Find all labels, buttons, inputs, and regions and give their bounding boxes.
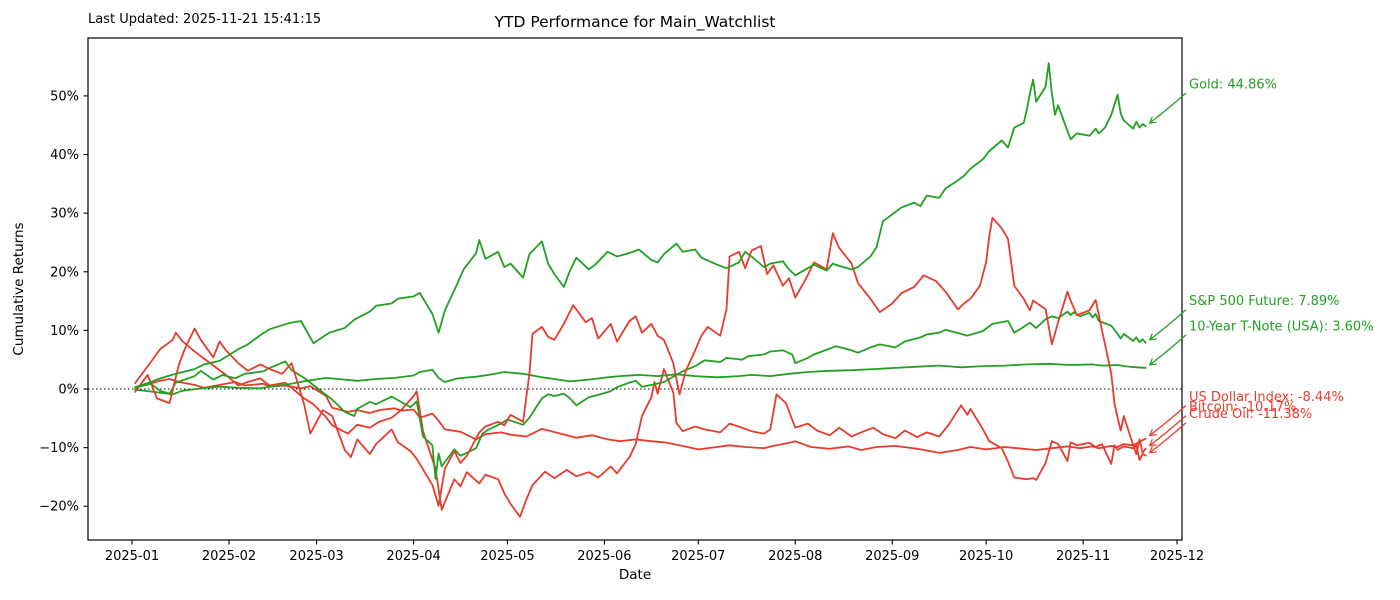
annotation-label-us-dollar-index: US Dollar Index: -8.44% <box>1189 390 1344 405</box>
x-tick-label: 2025-12 <box>1150 549 1204 564</box>
y-axis-label: Cumulative Returns <box>11 222 27 355</box>
annotation-arrow-crude-oil <box>1148 422 1187 454</box>
series-line-10-year-t-note-usa- <box>134 362 1147 396</box>
y-tick-label: 0% <box>58 383 79 398</box>
y-tick-label: −20% <box>39 500 79 515</box>
axes-spines <box>87 37 1183 541</box>
annotation-arrow-10-year-t-note-usa- <box>1148 334 1187 366</box>
x-tick-label: 2025-11 <box>1056 549 1110 564</box>
x-tick-label: 2025-07 <box>671 549 725 564</box>
x-tick-label: 2025-03 <box>289 549 343 564</box>
y-tick-label: 20% <box>50 265 79 280</box>
last-updated-text: Last Updated: 2025-11-21 15:41:15 <box>88 12 321 27</box>
annotation-arrow-bitcoin <box>1148 415 1187 447</box>
x-axis-label: Date <box>619 567 651 583</box>
x-tick-label: 2025-04 <box>386 549 440 564</box>
y-tick-label: −10% <box>39 441 79 456</box>
y-tick-label: 50% <box>50 89 79 104</box>
series-line-bitcoin <box>134 216 1147 507</box>
annotation-arrow-gold <box>1148 92 1187 124</box>
annotation-label-gold: Gold: 44.86% <box>1189 78 1277 93</box>
y-tick-label: 10% <box>50 324 79 339</box>
annotation-label-bitcoin: Bitcoin: -10.17% <box>1189 400 1296 415</box>
x-tick-label: 2025-09 <box>865 549 919 564</box>
series-line-crude-oil <box>134 331 1147 518</box>
series-line-s-p-500-future <box>134 310 1147 480</box>
series-line-gold <box>134 62 1147 389</box>
series-line-us-dollar-index <box>134 378 1147 454</box>
x-tick-label: 2025-01 <box>105 549 159 564</box>
y-tick-label: 40% <box>50 148 79 163</box>
x-tick-label: 2025-05 <box>480 549 534 564</box>
y-tick-label: 30% <box>50 207 79 222</box>
x-tick-label: 2025-08 <box>768 549 822 564</box>
chart-title: YTD Performance for Main_Watchlist <box>494 13 776 32</box>
plot-area: 2025-01 2025-02 2025-03 2025-04 2025-05 2025-… <box>39 37 1374 564</box>
x-tick-label: 2025-02 <box>202 549 256 564</box>
annotation-label-s-p-500-future: S&P 500 Future: 7.89% <box>1189 294 1340 309</box>
annotation-label-crude-oil: Crude Oil: -11.38% <box>1189 407 1312 422</box>
annotation-label-10-year-t-note-usa-: 10-Year T-Note (USA): 3.60% <box>1189 319 1374 334</box>
x-tick-label: 2025-10 <box>959 549 1013 564</box>
x-tick-label: 2025-06 <box>577 549 631 564</box>
annotation-arrow-s-p-500-future <box>1148 309 1187 341</box>
annotation-arrow-us-dollar-index <box>1148 404 1187 437</box>
